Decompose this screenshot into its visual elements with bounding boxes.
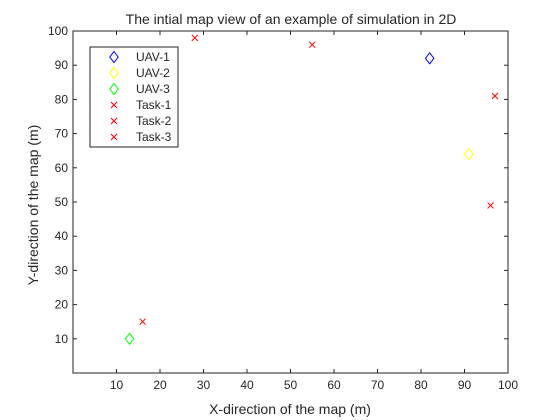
legend-label-uav-3: UAV-3	[136, 82, 170, 96]
legend-marker-uav-3	[109, 82, 119, 96]
data-point-uav-2	[464, 147, 474, 161]
legend-label-uav-2: UAV-2	[136, 66, 170, 80]
x-tick-label: 60	[327, 378, 341, 392]
data-point-uav-1	[424, 52, 435, 65]
x-tick-label: 30	[197, 378, 211, 392]
y-tick-label: 30	[55, 263, 69, 277]
chart-title: The intial map view of an example of sim…	[126, 11, 457, 27]
x-tick-label: 40	[240, 378, 254, 392]
x-tick-label: 90	[458, 378, 472, 392]
data-point-task-1	[191, 34, 199, 42]
legend-marker-task-3	[110, 133, 118, 141]
legend-label-task-2: Task-2	[136, 114, 172, 128]
y-tick-label: 80	[55, 92, 69, 106]
y-tick-label: 20	[55, 298, 69, 312]
legend-label-task-3: Task-3	[136, 130, 172, 144]
legend-marker-task-2	[110, 117, 118, 125]
x-tick-label: 10	[110, 378, 124, 392]
x-tick-label: 70	[371, 378, 385, 392]
data-point-task-2	[487, 202, 494, 209]
y-axis-label: Y-direction of the map (m)	[25, 125, 41, 286]
x-tick-label: 50	[284, 378, 298, 392]
y-tick-label: 10	[55, 332, 69, 346]
legend-label-uav-1: UAV-1	[136, 50, 170, 64]
y-tick-label: 60	[55, 161, 69, 175]
y-tick-label: 90	[55, 58, 69, 72]
legend-marker-uav-2	[109, 66, 119, 80]
data-point-task-1	[308, 41, 316, 49]
legend-marker-task-1	[110, 101, 118, 109]
data-point-task-2	[491, 92, 499, 100]
x-tick-label: 80	[414, 378, 428, 392]
x-tick-label: 100	[498, 378, 518, 392]
data-point-uav-3	[124, 332, 135, 346]
legend-box	[89, 46, 179, 148]
legend-label-task-1: Task-1	[136, 98, 172, 112]
y-tick-label: 50	[55, 195, 69, 209]
x-tick-label: 20	[153, 378, 167, 392]
legend-marker-uav-1	[109, 50, 119, 64]
y-tick-label: 40	[55, 229, 69, 243]
legend: UAV-1 UAV-2 UAV-3 Task-1 Task-2 Task-3	[89, 46, 179, 148]
data-point-task-3	[139, 318, 146, 326]
y-tick-label: 70	[55, 127, 69, 141]
y-tick-label: 100	[48, 24, 68, 38]
x-axis-label: X-direction of the map (m)	[209, 401, 371, 417]
